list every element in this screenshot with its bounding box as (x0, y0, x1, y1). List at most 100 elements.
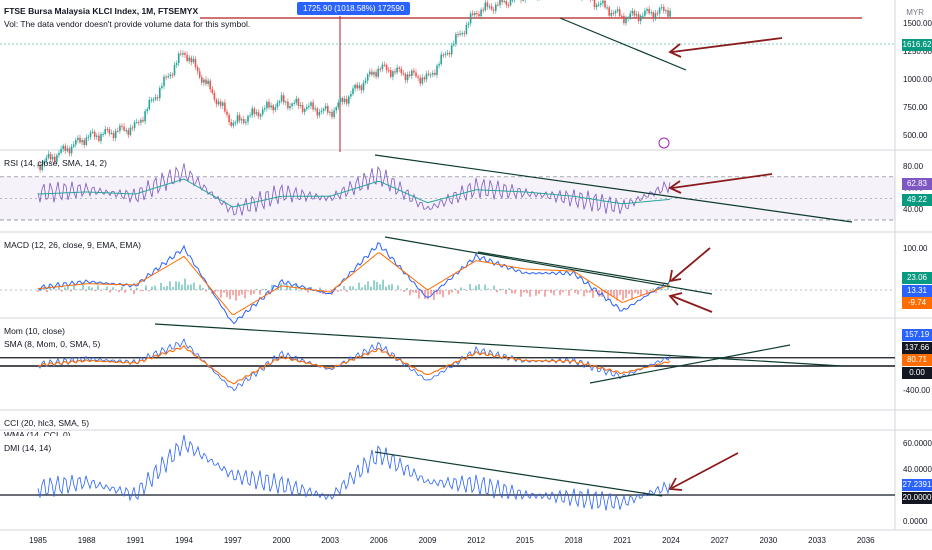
candle-body (417, 76, 419, 78)
candle-body (383, 64, 386, 66)
candle-body (133, 122, 136, 129)
candle-body (658, 8, 661, 14)
mom-line (37, 337, 671, 392)
candle-body (51, 156, 54, 160)
macd-histogram-bar (478, 284, 480, 290)
candle-body (631, 10, 634, 14)
candle-body (186, 54, 188, 61)
time-tick-label: 1985 (29, 536, 47, 545)
macd-histogram-bar (496, 290, 498, 293)
rsi-ma-badge: 49.22 (902, 194, 932, 206)
macd-histogram-bar (118, 290, 120, 293)
macd-trendline (384, 236, 713, 295)
macd-histogram-bar (307, 290, 309, 293)
candle-body (79, 137, 81, 143)
candle-body (461, 33, 463, 35)
candle-body (604, 0, 606, 8)
macd-signal-badge: -9.74 (902, 297, 932, 309)
candle-body (392, 71, 394, 77)
candle-body (667, 10, 669, 17)
macd-histogram-bar (238, 290, 240, 296)
price-tick-label: 1500.00 (903, 19, 932, 28)
macd-histogram-bar (613, 290, 615, 297)
time-tick-label: 2024 (662, 536, 680, 545)
candle-body (495, 4, 497, 11)
candle-body (251, 108, 253, 116)
candle-body (438, 64, 440, 66)
candle-body (345, 98, 348, 104)
candle-body (476, 13, 478, 15)
candle-body (646, 8, 648, 11)
candle-body (608, 7, 610, 16)
candle-body (182, 53, 184, 55)
mom-trendline-2 (589, 344, 791, 384)
macd-histogram-bar (433, 290, 435, 300)
macd-histogram-bar (220, 290, 222, 298)
macd-histogram-bar (586, 290, 588, 293)
macd-histogram-bar (556, 289, 558, 290)
candle-body (480, 9, 482, 17)
rsi-badge: 62.83 (902, 178, 932, 190)
candle-body (205, 79, 207, 84)
macd-histogram-bar (364, 284, 366, 290)
mom-zero-badge: 0.00 (902, 367, 932, 379)
macd-histogram-bar (259, 290, 261, 295)
macd-histogram-bar (163, 286, 165, 290)
macd-histogram-bar (436, 290, 438, 295)
candle-body (228, 114, 230, 123)
mom-legend[interactable]: Mom (10, close) (4, 326, 65, 336)
candle-body (497, 4, 499, 6)
candle-body (66, 148, 69, 151)
macd-histogram-bar (484, 284, 486, 290)
rsi-legend[interactable]: RSI (14, close, SMA, 14, 2) (4, 158, 107, 168)
macd-histogram-bar (223, 290, 225, 293)
candle-body (602, 0, 604, 4)
candle-body (387, 70, 390, 72)
macd-histogram-bar (172, 286, 174, 290)
macd-histogram-bar (358, 282, 360, 290)
candle-body (339, 97, 342, 103)
candle-body (75, 140, 77, 145)
candle-body (245, 121, 247, 123)
candle-body (142, 119, 144, 122)
macd-legend[interactable]: MACD (12, 26, close, 9, EMA, EMA) (4, 240, 141, 250)
candle-body (432, 72, 434, 75)
time-tick-label: 2021 (613, 536, 631, 545)
cci-legend[interactable]: CCI (20, hlc3, SMA, 5) (4, 418, 90, 428)
macd-histogram-bar (301, 288, 303, 290)
candle-body (259, 114, 262, 117)
candle-body (148, 100, 151, 110)
candle-body (610, 12, 613, 16)
candle-body (469, 13, 472, 24)
mom-sma-legend[interactable]: SMA (8, Mom, 0, SMA, 5) (4, 339, 101, 349)
macd-tick-label: 100.00 (903, 244, 928, 253)
candle-body (358, 85, 361, 89)
macd-histogram-bar (652, 288, 654, 290)
candle-body (484, 2, 487, 11)
candle-body (255, 112, 258, 114)
macd-histogram-bar (268, 290, 270, 292)
candle-body (595, 4, 598, 8)
candle-body (39, 165, 41, 170)
candle-body (663, 7, 665, 11)
candle-body (274, 107, 277, 111)
candle-body (150, 99, 153, 101)
time-tick-label: 2003 (321, 536, 339, 545)
macd-histogram-bar (106, 286, 108, 290)
macd-histogram-bar (187, 284, 189, 290)
candle-body (81, 140, 83, 143)
macd-histogram-bar (130, 288, 132, 290)
mom-sma-line (37, 344, 671, 385)
candle-body (625, 18, 627, 24)
cci-wma-legend[interactable]: WMA (14, CCI, 0) (4, 430, 71, 436)
candle-body (333, 110, 335, 117)
candle-body (362, 82, 365, 91)
time-tick-label: 2000 (273, 536, 291, 545)
candle-body (114, 130, 117, 138)
candle-body (127, 130, 130, 135)
macd-histogram-bar (112, 287, 114, 290)
dmi-legend[interactable]: DMI (14, 14) (4, 443, 52, 453)
macd-trendline-2 (477, 251, 669, 285)
macd-histogram-bar (241, 290, 243, 295)
